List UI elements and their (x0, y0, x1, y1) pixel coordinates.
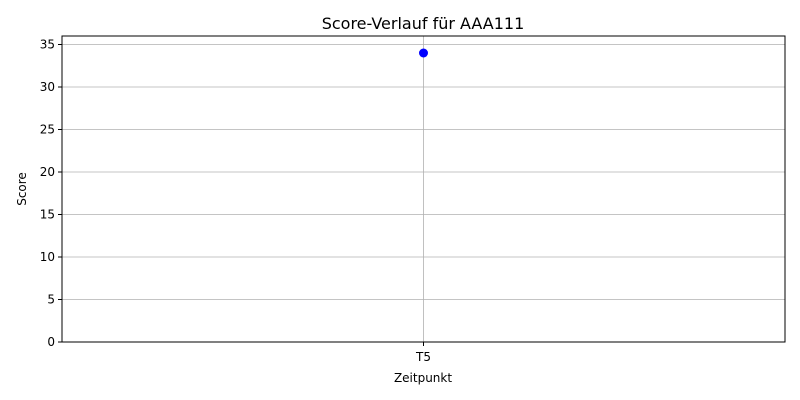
y-tick-label: 10 (40, 250, 55, 264)
grid-lines (62, 36, 785, 343)
data-series (419, 48, 428, 58)
y-axis-ticks: 0 5 10 15 20 25 30 35 (40, 38, 62, 349)
y-tick-label: 25 (40, 123, 55, 137)
x-axis-label: Zeitpunkt (394, 371, 452, 385)
chart-title: Score-Verlauf für AAA111 (322, 14, 525, 33)
y-tick-label: 0 (47, 335, 55, 349)
x-tick-label: T5 (415, 350, 431, 364)
data-point (419, 48, 428, 58)
y-tick-label: 30 (40, 80, 55, 94)
y-axis-label: Score (15, 172, 29, 206)
y-tick-label: 35 (40, 38, 55, 52)
x-axis-ticks: T5 (415, 342, 431, 364)
y-tick-label: 5 (47, 293, 55, 307)
y-tick-label: 20 (40, 165, 55, 179)
y-tick-label: 15 (40, 208, 55, 222)
